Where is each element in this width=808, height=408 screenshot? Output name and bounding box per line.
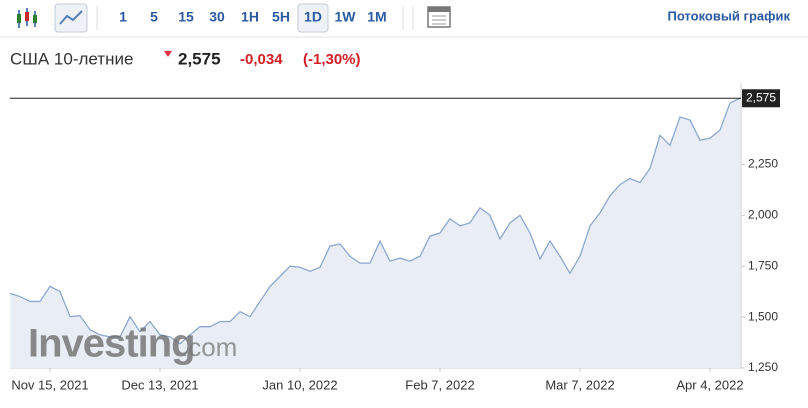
area: [10, 98, 740, 369]
instrument-name: США 10-летние: [10, 49, 133, 68]
y-tick-label: 1,750: [748, 258, 778, 272]
streaming-link[interactable]: Потоковый график: [667, 8, 790, 23]
interval-button[interactable]: 30: [209, 9, 225, 25]
interval-button[interactable]: 1W: [335, 9, 357, 25]
price: 2,575: [178, 49, 221, 68]
x-tick-label: Apr 4, 2022: [676, 377, 743, 392]
x-tick-label: Nov 15, 2021: [11, 377, 88, 392]
x-tick-label: Feb 7, 2022: [405, 377, 474, 392]
logo-suffix: .com: [181, 332, 237, 362]
interval-button[interactable]: 5: [150, 9, 158, 25]
line-icon: [59, 10, 83, 25]
x-tick-label: Dec 13, 2021: [121, 377, 198, 392]
active-interval-box: [297, 3, 329, 33]
y-tick-label: 1,500: [748, 309, 778, 323]
interval-button[interactable]: 1M: [367, 9, 386, 25]
x-tick-label: Jan 10, 2022: [262, 377, 337, 392]
last-value-box: [742, 89, 780, 108]
change-percent: (-1,30%): [303, 51, 361, 68]
interval-button[interactable]: 5H: [272, 9, 290, 25]
y-tick-label: 2,000: [748, 207, 778, 221]
x-tick-label: Mar 7, 2022: [545, 377, 614, 392]
change: -0,034: [240, 51, 283, 68]
last-value-label: 2,575: [746, 90, 776, 104]
down-marker: [164, 51, 172, 57]
interval-button[interactable]: 15: [178, 9, 194, 25]
line: [9, 97, 741, 345]
y-tick-label: 2,250: [748, 157, 778, 171]
interval-button[interactable]: 1: [119, 9, 127, 25]
plot: [9, 97, 741, 369]
logo-brand: Investing: [28, 322, 195, 366]
calendar-icon[interactable]: [427, 6, 451, 28]
candle-icon[interactable]: [17, 8, 37, 28]
y-tick-label: 1,250: [748, 360, 778, 374]
interval-button[interactable]: 1H: [241, 9, 259, 25]
interval-button[interactable]: 1D: [304, 9, 322, 25]
